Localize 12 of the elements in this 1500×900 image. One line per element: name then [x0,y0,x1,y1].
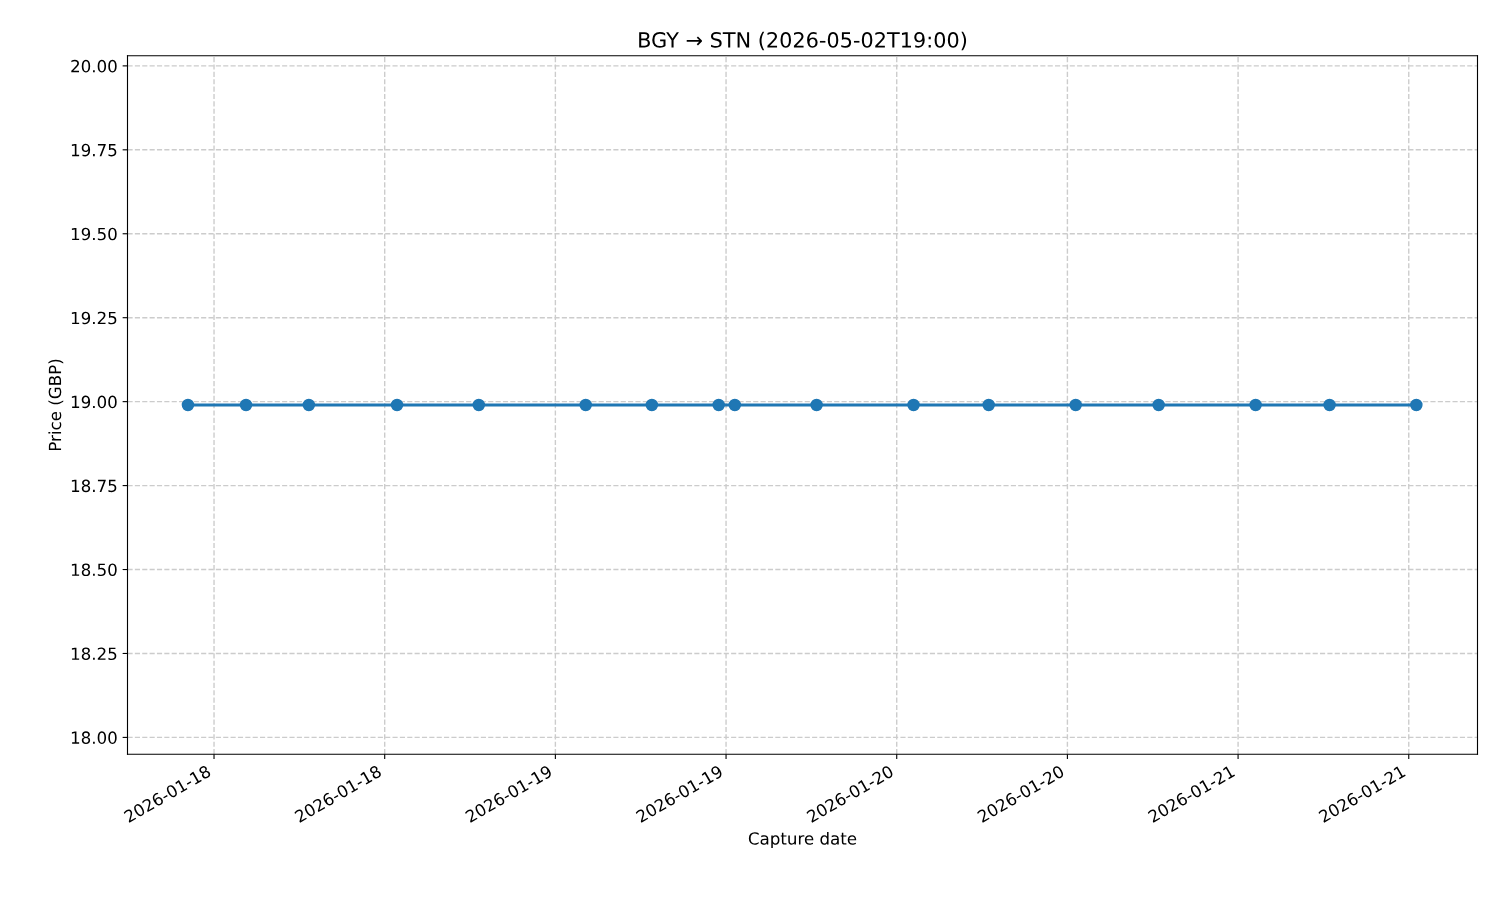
y-tick-label: 18.50 [71,563,117,577]
y-tick-label: 18.00 [71,731,117,744]
y-tick-label: 18.25 [71,647,117,661]
x-axis-title: Capture date [748,831,857,849]
y-tick-label: 19.75 [71,143,117,157]
y-axis-title: Price (GBP) [48,359,64,451]
y-tick-label: 19.50 [71,227,117,241]
y-tick-label: 20.00 [71,59,117,73]
y-tick-label: 19.00 [71,395,117,409]
y-tick-label: 18.75 [71,479,117,493]
y-tick-label: 19.25 [71,311,117,325]
chart-title: BGY → STN (2026-05-02T19:00) [639,31,967,51]
